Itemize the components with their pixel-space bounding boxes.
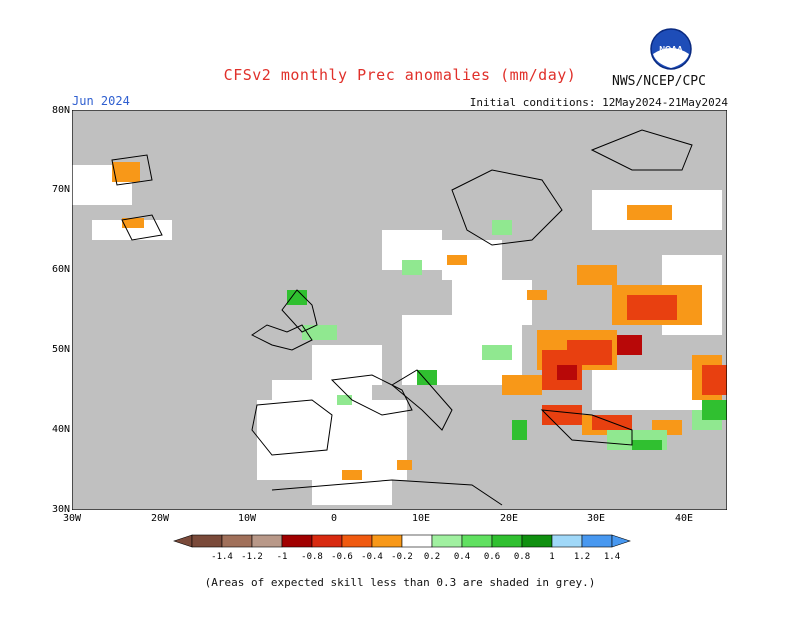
map-title: CFSv2 monthly Prec anomalies (mm/day) bbox=[223, 66, 577, 84]
precip-anomaly-map bbox=[71, 109, 728, 511]
lon-label-0: 0 bbox=[330, 513, 338, 524]
lon-label-40e: 40E bbox=[674, 513, 694, 524]
colorbar-min-arrow bbox=[173, 534, 193, 548]
colorbar-swatch bbox=[581, 534, 613, 548]
lon-label-10w: 10W bbox=[237, 513, 257, 524]
colorbar-swatch bbox=[191, 534, 223, 548]
colorbar-tick-label: 1 bbox=[549, 552, 554, 562]
colorbar-tick-label: -1.2 bbox=[241, 552, 263, 562]
lat-label-40n: 40N bbox=[51, 424, 70, 435]
colorbar-tick-label: 0.8 bbox=[514, 552, 530, 562]
lon-label-30w: 30W bbox=[62, 513, 82, 524]
lat-label-70n: 70N bbox=[51, 184, 70, 195]
skill-footnote: (Areas of expected skill less than 0.3 a… bbox=[204, 576, 596, 589]
colorbar-tick-label: 1.4 bbox=[604, 552, 620, 562]
colorbar-tick-label: 0.2 bbox=[424, 552, 440, 562]
colorbar-tick-label: 0.6 bbox=[484, 552, 500, 562]
colorbar-tick-label: 1.2 bbox=[574, 552, 590, 562]
noaa-logo: NOAA bbox=[650, 28, 692, 70]
initial-conditions: Initial conditions: 12May2024-21May2024 bbox=[469, 96, 728, 109]
forecast-month: Jun 2024 bbox=[72, 94, 130, 108]
dry-anomaly-intense bbox=[557, 335, 642, 380]
colorbar-swatch bbox=[491, 534, 523, 548]
colorbar-swatch bbox=[251, 534, 283, 548]
colorbar-swatch bbox=[461, 534, 493, 548]
colorbar-tick-label: -0.4 bbox=[361, 552, 383, 562]
colorbar-tick-label: -0.8 bbox=[301, 552, 323, 562]
colorbar-swatch bbox=[551, 534, 583, 548]
colorbar: -1.4 -1.2 -1 -0.8 -0.6 -0.4 -0.2 0.2 0.4 0.6 0.8 1 1… bbox=[172, 533, 632, 563]
lat-label-60n: 60N bbox=[51, 264, 70, 275]
lon-label-30e: 30E bbox=[586, 513, 606, 524]
agency-label: NWS/NCEP/CPC bbox=[612, 74, 706, 89]
colorbar-tick-label: -0.6 bbox=[331, 552, 353, 562]
lat-label-80n: 80N bbox=[51, 105, 70, 116]
colorbar-swatch bbox=[431, 534, 463, 548]
colorbar-swatch bbox=[401, 534, 433, 548]
wet-anomaly-moderate bbox=[287, 290, 727, 450]
colorbar-swatch bbox=[281, 534, 313, 548]
colorbar-tick-label: -1 bbox=[277, 552, 288, 562]
lon-label-20w: 20W bbox=[150, 513, 170, 524]
colorbar-swatch bbox=[221, 534, 253, 548]
lon-label-20e: 20E bbox=[499, 513, 519, 524]
colorbar-max-arrow bbox=[611, 534, 631, 548]
colorbar-swatch bbox=[521, 534, 553, 548]
logo-text: NOAA bbox=[659, 45, 683, 54]
colorbar-swatch bbox=[341, 534, 373, 548]
lat-label-50n: 50N bbox=[51, 344, 70, 355]
dry-anomaly-strong bbox=[542, 295, 727, 430]
colorbar-swatch bbox=[371, 534, 403, 548]
lon-label-10e: 10E bbox=[411, 513, 431, 524]
colorbar-tick-label: -1.4 bbox=[211, 552, 233, 562]
colorbar-swatch bbox=[311, 534, 343, 548]
colorbar-tick-label: 0.4 bbox=[454, 552, 470, 562]
colorbar-tick-label: -0.2 bbox=[391, 552, 413, 562]
lat-label-30n: 30N bbox=[51, 504, 70, 515]
coastlines bbox=[111, 129, 693, 506]
